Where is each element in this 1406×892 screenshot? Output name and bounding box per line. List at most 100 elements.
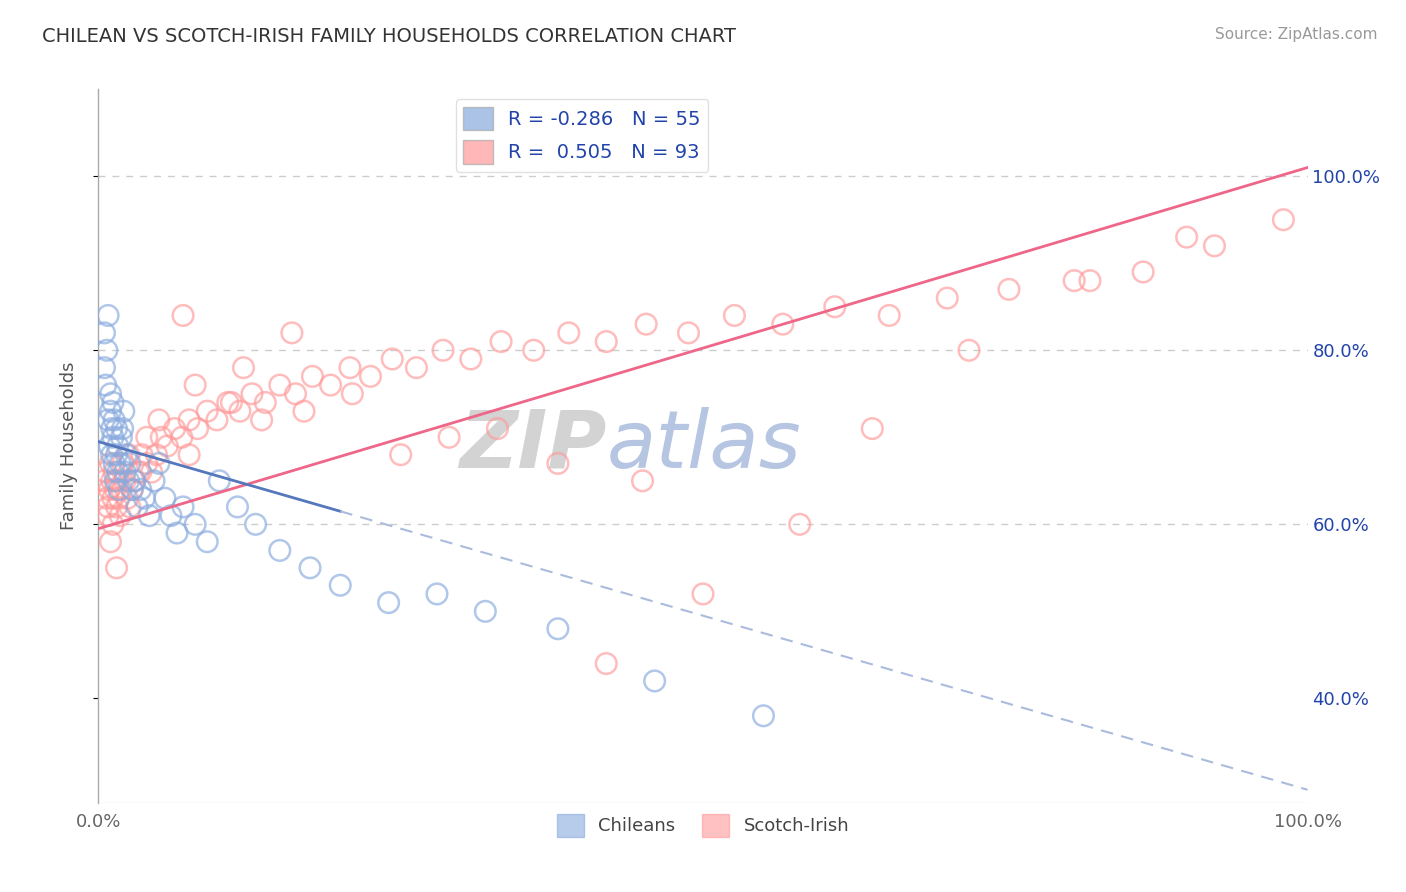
Point bbox=[221, 395, 243, 409]
Point bbox=[96, 491, 118, 506]
Point bbox=[179, 413, 201, 427]
Point bbox=[127, 500, 149, 514]
Point bbox=[105, 421, 128, 435]
Point bbox=[789, 517, 811, 532]
Point bbox=[474, 604, 496, 618]
Point bbox=[1063, 274, 1085, 288]
Point bbox=[93, 474, 115, 488]
Point bbox=[547, 457, 569, 471]
Point bbox=[595, 334, 617, 349]
Point bbox=[148, 413, 170, 427]
Point bbox=[150, 430, 173, 444]
Text: Source: ZipAtlas.com: Source: ZipAtlas.com bbox=[1215, 27, 1378, 42]
Point bbox=[115, 448, 138, 462]
Point bbox=[100, 421, 122, 435]
Point bbox=[100, 457, 122, 471]
Point bbox=[240, 386, 263, 401]
Point bbox=[389, 448, 412, 462]
Point bbox=[94, 465, 117, 479]
Point bbox=[129, 483, 152, 497]
Point bbox=[103, 457, 125, 471]
Point bbox=[936, 291, 959, 305]
Point bbox=[460, 351, 482, 366]
Point bbox=[426, 587, 449, 601]
Point bbox=[101, 517, 124, 532]
Point bbox=[97, 413, 120, 427]
Point bbox=[184, 378, 207, 392]
Text: ZIP: ZIP bbox=[458, 407, 606, 485]
Point bbox=[110, 430, 132, 444]
Point bbox=[156, 439, 179, 453]
Point bbox=[100, 386, 122, 401]
Point bbox=[114, 474, 136, 488]
Point bbox=[877, 309, 900, 323]
Point bbox=[100, 404, 122, 418]
Point bbox=[342, 386, 364, 401]
Point bbox=[998, 282, 1021, 296]
Point bbox=[118, 448, 141, 462]
Point bbox=[547, 622, 569, 636]
Point bbox=[121, 483, 143, 497]
Point bbox=[195, 404, 218, 418]
Point bbox=[104, 483, 127, 497]
Point bbox=[148, 457, 170, 471]
Point bbox=[772, 317, 794, 331]
Point bbox=[1175, 230, 1198, 244]
Point bbox=[558, 326, 581, 340]
Point bbox=[226, 500, 249, 514]
Point bbox=[824, 300, 846, 314]
Point bbox=[166, 526, 188, 541]
Point bbox=[229, 404, 252, 418]
Point bbox=[269, 543, 291, 558]
Text: CHILEAN VS SCOTCH-IRISH FAMILY HOUSEHOLDS CORRELATION CHART: CHILEAN VS SCOTCH-IRISH FAMILY HOUSEHOLD… bbox=[42, 27, 737, 45]
Legend: Chileans, Scotch-Irish: Chileans, Scotch-Irish bbox=[550, 807, 856, 844]
Point bbox=[114, 465, 136, 479]
Point bbox=[101, 491, 124, 506]
Point bbox=[105, 561, 128, 575]
Point bbox=[118, 457, 141, 471]
Point bbox=[131, 448, 153, 462]
Point bbox=[486, 421, 509, 435]
Point bbox=[108, 483, 131, 497]
Point bbox=[339, 360, 361, 375]
Point bbox=[127, 465, 149, 479]
Point bbox=[292, 404, 315, 418]
Point bbox=[112, 404, 135, 418]
Point bbox=[111, 457, 134, 471]
Point bbox=[329, 578, 352, 592]
Point bbox=[631, 474, 654, 488]
Point bbox=[108, 457, 131, 471]
Point bbox=[134, 491, 156, 506]
Point bbox=[250, 413, 273, 427]
Point bbox=[299, 561, 322, 575]
Point bbox=[103, 413, 125, 427]
Point bbox=[103, 465, 125, 479]
Point bbox=[124, 474, 146, 488]
Point bbox=[135, 430, 157, 444]
Point bbox=[1132, 265, 1154, 279]
Point bbox=[205, 413, 228, 427]
Point bbox=[172, 309, 194, 323]
Point bbox=[104, 474, 127, 488]
Point bbox=[405, 360, 427, 375]
Point bbox=[281, 326, 304, 340]
Point bbox=[98, 483, 121, 497]
Point bbox=[160, 508, 183, 523]
Point bbox=[101, 430, 124, 444]
Point bbox=[108, 508, 131, 523]
Point bbox=[692, 587, 714, 601]
Point bbox=[93, 360, 115, 375]
Point bbox=[437, 430, 460, 444]
Point bbox=[752, 708, 775, 723]
Point bbox=[110, 483, 132, 497]
Point bbox=[143, 474, 166, 488]
Point bbox=[377, 596, 399, 610]
Text: atlas: atlas bbox=[606, 407, 801, 485]
Point bbox=[97, 508, 120, 523]
Point bbox=[172, 500, 194, 514]
Point bbox=[217, 395, 239, 409]
Point bbox=[245, 517, 267, 532]
Point bbox=[432, 343, 454, 358]
Point bbox=[163, 421, 186, 435]
Point bbox=[94, 378, 117, 392]
